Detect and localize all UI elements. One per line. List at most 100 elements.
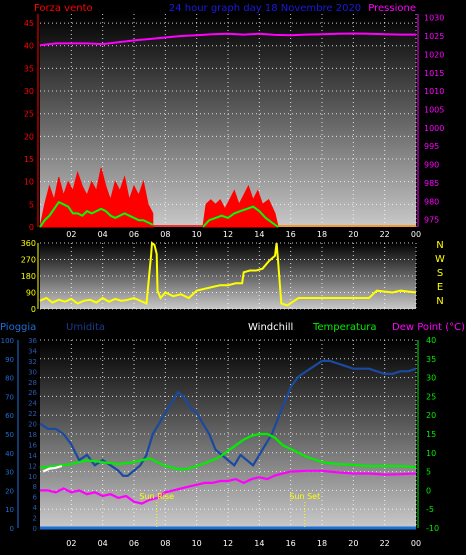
x-tick-label: 08 (160, 539, 170, 548)
pressure-tick-label: 975 (424, 216, 439, 225)
x-tick-label: 18 (317, 539, 327, 548)
humidity-tick-label: 10 (28, 473, 37, 481)
temperature-tick-label: 20 (426, 411, 436, 420)
temperature-line (39, 432, 417, 471)
time-axis: 02 04 06 08 10 12 14 16 18 20 22 00 (66, 539, 421, 548)
humidity-tick-label: 8 (33, 483, 37, 491)
wind-average-line (202, 205, 279, 228)
rain-tick-label: 0 (10, 525, 14, 533)
rain-tick-label: 30 (5, 469, 14, 477)
humidity-tick-label: 22 (28, 410, 37, 418)
x-tick-label: 20 (348, 539, 358, 548)
wind-gust-area (39, 167, 154, 228)
rain-tick-label: 100 (1, 337, 14, 345)
windchill-legend: Windchill (248, 322, 293, 333)
compass-label: N (436, 240, 443, 251)
humidity-tick-label: 20 (28, 421, 37, 429)
temperature-tick-label: 25 (426, 392, 436, 401)
windchill-line (42, 464, 63, 473)
humidity-tick-label: 14 (28, 452, 37, 460)
wind-average-line (39, 200, 154, 228)
pressure-tick-label: 1015 (424, 69, 444, 78)
rain-tick-label: 70 (5, 393, 14, 401)
series-layer (39, 32, 416, 228)
humidity-tick-label: 26 (28, 389, 37, 397)
direction-tick-label: 90 (26, 289, 36, 298)
dewpoint-legend: Dew Point (°C) (392, 322, 465, 333)
pressure-tick-label: 1020 (424, 50, 444, 59)
x-tick-label: 04 (98, 230, 108, 239)
temperature-tick-label: 5 (426, 468, 431, 477)
wind-tick-label: 25 (24, 110, 34, 119)
temperature-tick-label: -10 (426, 524, 439, 533)
wind-tick-label: 35 (24, 64, 34, 73)
rain-tick-label: 80 (5, 375, 14, 383)
series-layer (39, 241, 417, 307)
rain-axis: 0 10 20 30 40 50 60 70 80 90 100 (1, 337, 19, 533)
x-tick-label: 16 (286, 539, 296, 548)
rain-tick-label: 60 (5, 412, 14, 420)
humidity-axis-title: Umidita (66, 322, 105, 333)
humidity-tick-label: 32 (28, 358, 37, 366)
pressure-tick-label: 980 (424, 197, 439, 206)
x-tick-label: 18 (317, 230, 327, 239)
wind-tick-label: 45 (24, 19, 34, 28)
wind-axis-title: Forza vento (34, 3, 93, 14)
time-axis: 02 04 06 08 10 12 14 16 18 20 22 00 (66, 230, 421, 239)
x-tick-label: 14 (254, 539, 264, 548)
rain-tick-label: 90 (5, 356, 14, 364)
x-tick-label: 06 (129, 230, 139, 239)
x-tick-label: 12 (223, 539, 233, 548)
pressure-tick-label: 1000 (424, 124, 444, 133)
humidity-tick-label: 6 (33, 494, 38, 502)
grid (40, 242, 417, 310)
humidity-tick-label: 2 (33, 515, 37, 523)
pressure-tick-label: 995 (424, 142, 439, 151)
x-tick-label: 16 (286, 230, 296, 239)
wind-tick-label: 10 (24, 178, 34, 187)
pressure-axis: 975 980 985 990 995 1000 1005 1010 1015 1020 1025 1… (417, 14, 444, 227)
x-tick-label: 02 (66, 230, 76, 239)
wind-direction-line (39, 241, 417, 307)
x-tick-label: 00 (411, 230, 421, 239)
sun-marker-label: Sun Rise (139, 492, 174, 501)
x-tick-label: 10 (192, 230, 202, 239)
direction-degrees-axis: 0 90 180 270 360 (21, 239, 39, 314)
temperature-tick-label: 35 (426, 355, 436, 364)
humidity-tick-label: 36 (28, 337, 37, 345)
series-layer (39, 359, 417, 530)
humidity-tick-label: 16 (28, 441, 37, 449)
pressure-tick-label: 1030 (424, 14, 444, 23)
wind-tick-label: 5 (29, 200, 34, 209)
wind-gust-area (202, 184, 279, 228)
x-tick-label: 14 (254, 230, 264, 239)
humidity-tick-label: 18 (28, 431, 37, 439)
humidity-tick-label: 28 (28, 379, 37, 387)
humidity-tick-label: 30 (28, 368, 37, 376)
temperature-tick-label: 10 (426, 449, 436, 458)
compass-label: N (436, 296, 443, 307)
temperature-tick-label: 40 (426, 336, 436, 345)
temperature-legend: Temperatura (312, 322, 377, 333)
rain-tick-label: 10 (5, 506, 14, 514)
compass-label: S (437, 268, 443, 279)
pressure-tick-label: 985 (424, 179, 439, 188)
compass-label: E (437, 282, 443, 293)
temperature-tick-label: -5 (426, 505, 434, 514)
wind-axis: 0 5 10 15 20 25 30 35 40 45 (24, 14, 39, 232)
x-tick-label: 22 (380, 230, 390, 239)
direction-tick-label: 0 (31, 305, 36, 314)
compass-label: W (435, 254, 445, 265)
dewpoint-line (40, 469, 417, 505)
chart-title: 24 hour graph day 18 Novembre 2020 (169, 3, 361, 14)
x-tick-label: 12 (223, 230, 233, 239)
pressure-axis-title: Pressione (368, 3, 416, 14)
temperature-tick-label: 30 (426, 374, 436, 383)
x-tick-label: 10 (192, 539, 202, 548)
